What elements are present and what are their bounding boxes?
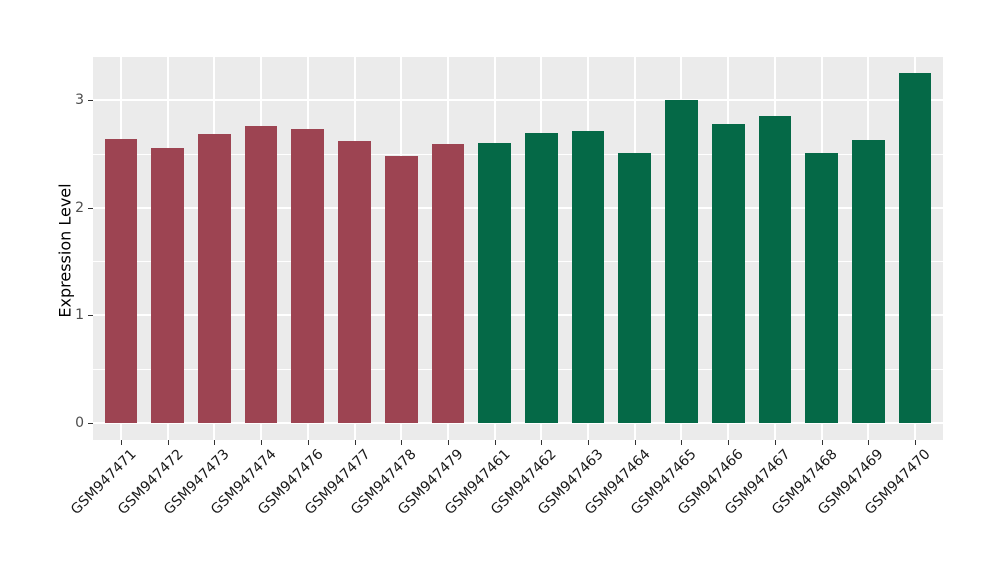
x-tick-mark-GSM947463 <box>588 440 590 445</box>
x-tick-mark-GSM947464 <box>634 440 636 445</box>
x-tick-mark-GSM947477 <box>354 440 356 445</box>
x-tick-mark-GSM947461 <box>494 440 496 445</box>
bar-GSM947471 <box>104 138 138 423</box>
y-axis-title: Expression Level <box>55 183 75 318</box>
x-tick-mark-GSM947466 <box>728 440 730 445</box>
x-tick-mark-GSM947474 <box>261 440 263 445</box>
bar-GSM947461 <box>478 142 511 423</box>
bar-GSM947464 <box>618 152 652 423</box>
gridline-major-y-0 <box>93 422 943 424</box>
x-tick-label-GSM947470: GSM947470 <box>861 446 934 518</box>
bar-GSM947476 <box>291 128 325 423</box>
x-tick-mark-GSM947465 <box>681 440 683 445</box>
bar-GSM947468 <box>805 152 838 423</box>
gridline-major-y-2 <box>93 206 943 209</box>
x-tick-mark-GSM947468 <box>821 440 823 445</box>
bar-GSM947466 <box>711 123 745 423</box>
x-tick-mark-GSM947473 <box>214 440 216 445</box>
bar-GSM947470 <box>898 72 932 423</box>
bar-GSM947477 <box>338 140 371 423</box>
gridline-minor-y-2.5 <box>93 153 943 155</box>
y-tick-mark-2 <box>88 207 93 209</box>
gridline-minor-y-0.5 <box>93 369 943 371</box>
bar-GSM947479 <box>431 144 465 423</box>
y-tick-label-0: 0 <box>75 415 84 431</box>
gridline-major-y-1 <box>93 314 943 317</box>
y-tick-mark-1 <box>88 315 93 317</box>
y-tick-label-2: 2 <box>75 199 84 216</box>
bar-GSM947463 <box>571 131 605 423</box>
plot-panel <box>93 57 943 440</box>
x-tick-mark-GSM947469 <box>868 440 870 445</box>
bar-GSM947478 <box>384 155 418 423</box>
x-tick-mark-GSM947467 <box>774 440 776 445</box>
x-tick-mark-GSM947470 <box>914 440 916 445</box>
y-tick-label-3: 3 <box>75 91 84 108</box>
x-tick-mark-GSM947478 <box>401 440 403 445</box>
bar-GSM947462 <box>525 133 558 423</box>
bar-GSM947473 <box>198 134 231 423</box>
bar-GSM947465 <box>665 99 698 423</box>
y-tick-mark-0 <box>88 423 93 424</box>
y-tick-mark-3 <box>88 99 93 101</box>
bar-GSM947474 <box>244 125 278 423</box>
x-tick-mark-GSM947479 <box>447 440 449 445</box>
y-tick-label-1: 1 <box>75 307 84 324</box>
gridline-major-y-3 <box>93 98 943 101</box>
x-tick-mark-GSM947462 <box>541 440 543 445</box>
x-tick-mark-GSM947471 <box>121 440 123 445</box>
bar-GSM947467 <box>758 116 792 423</box>
x-tick-mark-GSM947472 <box>167 440 169 445</box>
gridline-minor-y-1.5 <box>93 261 943 263</box>
bar-GSM947472 <box>151 148 185 423</box>
bar-GSM947469 <box>851 139 885 423</box>
x-tick-mark-GSM947476 <box>307 440 309 445</box>
